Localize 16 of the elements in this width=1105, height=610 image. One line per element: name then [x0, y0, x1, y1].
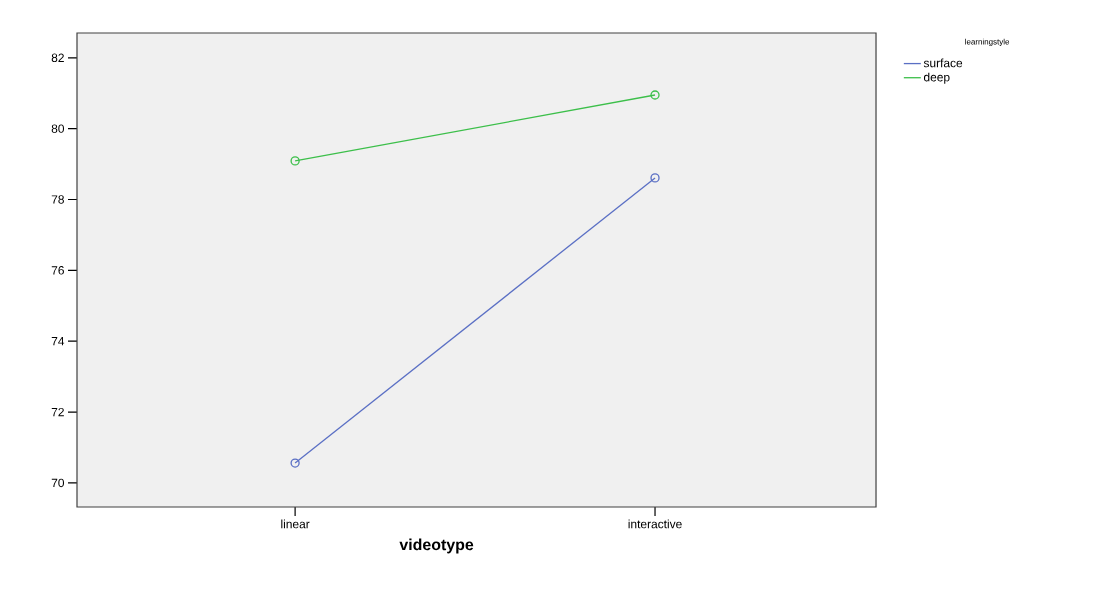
y-tick-label: 82 — [51, 53, 64, 63]
legend-label: surface — [923, 58, 963, 68]
y-tick-label: 80 — [51, 124, 65, 133]
point — [290, 458, 300, 468]
point — [290, 156, 300, 166]
x-tick-label: interactive — [628, 519, 682, 529]
point — [650, 90, 660, 100]
point — [650, 173, 660, 183]
y-tick-label: 78 — [51, 195, 64, 204]
x-axis-title: videotype — [399, 538, 474, 554]
y-tick-label: 74 — [51, 337, 65, 346]
x-tick-label: linear — [281, 519, 310, 529]
y-tick-label: 70 — [51, 478, 65, 488]
legend-label: deep — [923, 72, 950, 84]
y-tick-label: 72 — [51, 407, 64, 417]
y-tick-label: 76 — [51, 266, 64, 275]
